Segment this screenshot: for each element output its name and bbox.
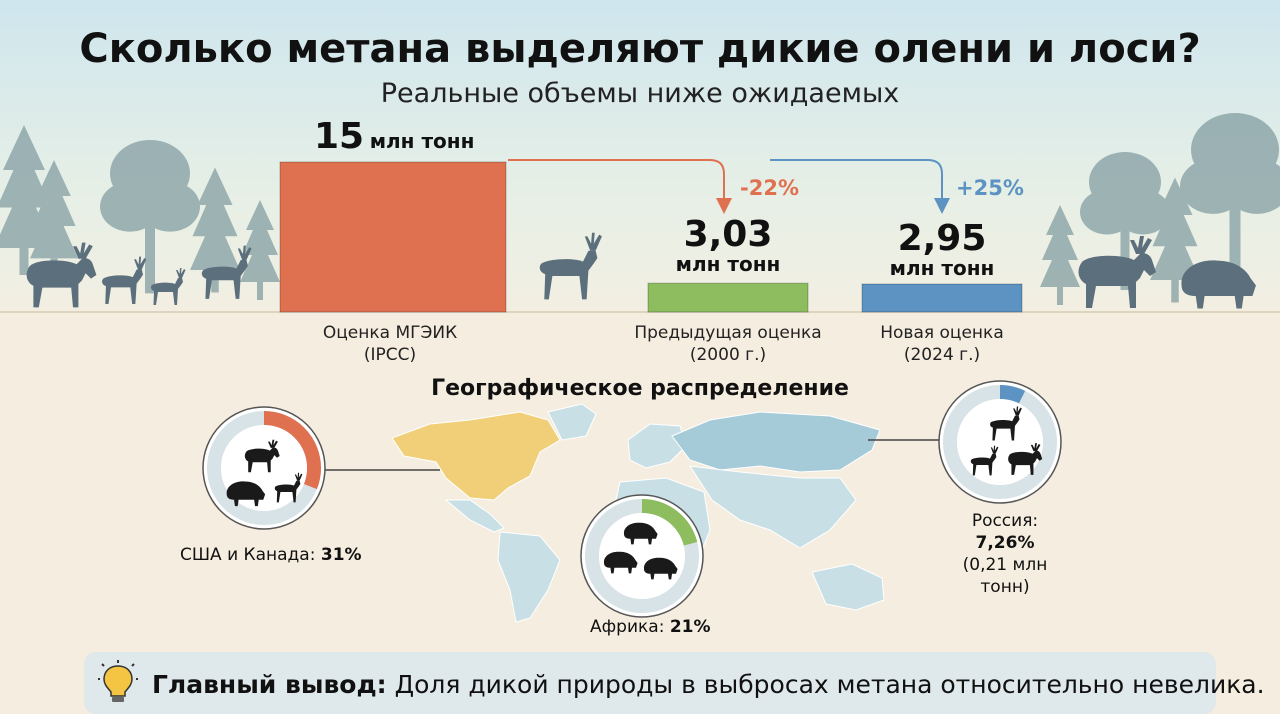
region-share: 7,26% <box>975 533 1035 553</box>
arrow-decrease-head <box>716 198 732 214</box>
region-name: США и Канада: <box>180 545 316 565</box>
map-europe <box>627 423 687 469</box>
change-arrows <box>508 159 950 214</box>
map-central-america <box>444 499 505 533</box>
map-south-america <box>497 531 561 623</box>
bar-value-unit: млн тонн <box>675 252 781 276</box>
category-line: (2024 г.) <box>903 345 981 365</box>
deer-icon <box>539 232 602 300</box>
region-name: Африка: <box>590 617 665 637</box>
change-decrease-label: -22% <box>740 176 799 200</box>
category-line: Оценка МГЭИК <box>322 323 458 343</box>
bar-value-number: 3,03 <box>683 214 773 255</box>
map-asia <box>689 465 857 549</box>
animals-middle <box>539 232 602 300</box>
bar-0 <box>279 161 507 313</box>
category-line: Предыдущая оценка <box>634 323 822 343</box>
map-north-america <box>391 411 561 501</box>
region-label-africa: Африка: 21% <box>590 616 711 638</box>
bar-value-number: 2,95 <box>897 218 987 259</box>
bar-value-ipcc: 15 млн тонн <box>280 116 554 157</box>
bar-1 <box>647 282 809 313</box>
bar-2 <box>861 283 1023 313</box>
moose-icon <box>1078 236 1156 308</box>
donut-center <box>599 513 685 599</box>
bar-chart <box>279 161 1023 313</box>
map-russia <box>671 411 881 473</box>
region-share: 21% <box>669 617 711 637</box>
bar-value-unit: млн тонн <box>889 256 995 280</box>
region-label-russia: Россия: 7,26% (0,21 млн тонн) <box>940 510 1070 598</box>
bar-value-number: 15 <box>314 116 365 157</box>
geo-section-title: Географическое распределение <box>431 376 849 401</box>
donut-slice-1 <box>585 499 699 613</box>
page-title: Сколько метана выделяют дикие олени и ло… <box>79 26 1201 72</box>
category-label-new: Новая оценка (2024 г.) <box>842 322 1042 366</box>
region-detail: (0,21 млн тонн) <box>962 555 1048 597</box>
takeaway-text: Главный вывод: Доля дикой природы в выбр… <box>152 670 1265 699</box>
region-name: Россия: <box>971 511 1039 531</box>
category-line: Новая оценка <box>880 323 1004 343</box>
donut-slice-2 <box>943 385 1057 499</box>
takeaway-label: Главный вывод: <box>152 670 387 699</box>
donut-slice-0 <box>207 411 321 525</box>
category-line: (IPCC) <box>363 345 417 365</box>
donut-center <box>957 399 1043 485</box>
takeaway-body: Доля дикой природы в выбросах метана отн… <box>386 670 1265 699</box>
lightbulb-icon <box>98 660 138 703</box>
takeaway-banner: Главный вывод: Доля дикой природы в выбр… <box>84 652 1265 714</box>
page-subtitle: Реальные объемы ниже ожидаемых <box>380 78 900 109</box>
change-increase-label: +25% <box>956 176 1024 200</box>
bar-value-new: 2,95 млн тонн <box>862 218 1022 281</box>
bar-value-unit: млн тонн <box>369 129 475 153</box>
bar-value-previous: 3,03 млн тонн <box>648 214 808 277</box>
region-share: 31% <box>320 545 362 565</box>
region-connectors <box>324 439 946 471</box>
region-donuts <box>202 380 1062 618</box>
region-label-usa-canada: США и Канада: 31% <box>180 544 362 566</box>
deer-icon <box>102 256 147 305</box>
bison-icon <box>1181 260 1256 309</box>
deer-icon <box>150 268 186 305</box>
arrow-decrease <box>508 159 725 202</box>
category-label-ipcc: Оценка МГЭИК (IPCC) <box>290 322 490 366</box>
category-label-previous: Предыдущая оценка (2000 г.) <box>618 322 838 366</box>
arrow-increase-head <box>934 198 950 214</box>
map-australia <box>811 563 885 611</box>
arrow-increase <box>770 159 943 202</box>
category-line: (2000 г.) <box>689 345 767 365</box>
map-greenland <box>547 403 597 441</box>
